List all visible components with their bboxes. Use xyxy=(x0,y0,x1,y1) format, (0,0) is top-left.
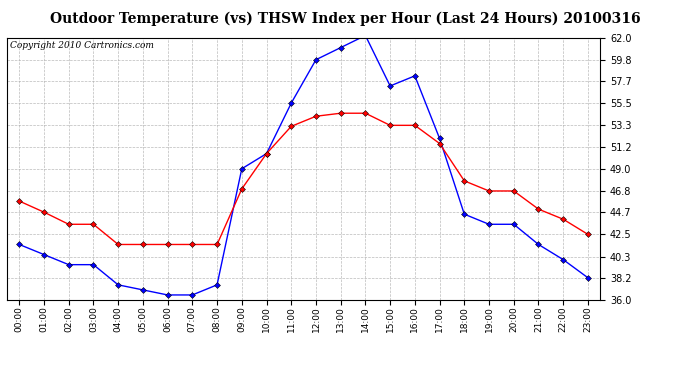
Text: Copyright 2010 Cartronics.com: Copyright 2010 Cartronics.com xyxy=(10,42,154,51)
Text: Outdoor Temperature (vs) THSW Index per Hour (Last 24 Hours) 20100316: Outdoor Temperature (vs) THSW Index per … xyxy=(50,11,640,26)
